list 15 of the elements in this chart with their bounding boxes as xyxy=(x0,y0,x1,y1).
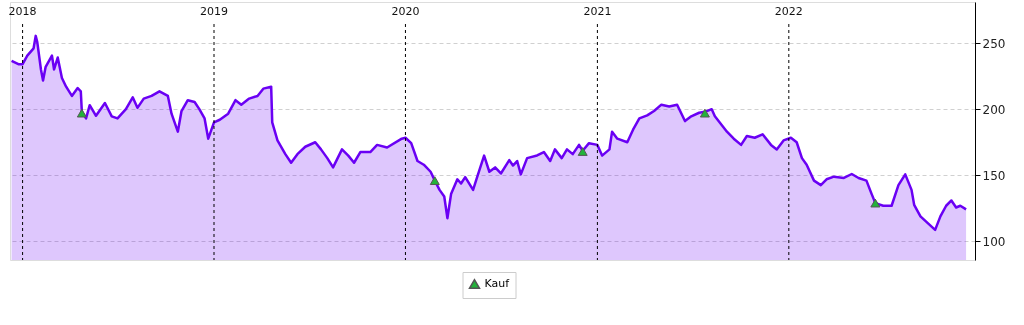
point xyxy=(429,176,440,185)
point xyxy=(699,108,710,118)
y-tick-label: 100 xyxy=(982,234,1006,249)
y-tick-label: 150 xyxy=(982,168,1006,183)
point xyxy=(870,198,881,208)
point xyxy=(76,108,87,118)
y-tick-label: 250 xyxy=(982,36,1006,51)
y-tick-label: 200 xyxy=(982,102,1006,117)
x-tick-label: 2020 xyxy=(391,5,420,18)
x-tick-label: 2018 xyxy=(8,5,37,18)
x-tick-label: 2022 xyxy=(774,5,803,18)
x-tick-label: 2019 xyxy=(200,5,229,18)
x-tick-label: 2021 xyxy=(583,5,612,18)
point xyxy=(577,147,588,156)
legend-label: Kauf xyxy=(484,277,511,290)
